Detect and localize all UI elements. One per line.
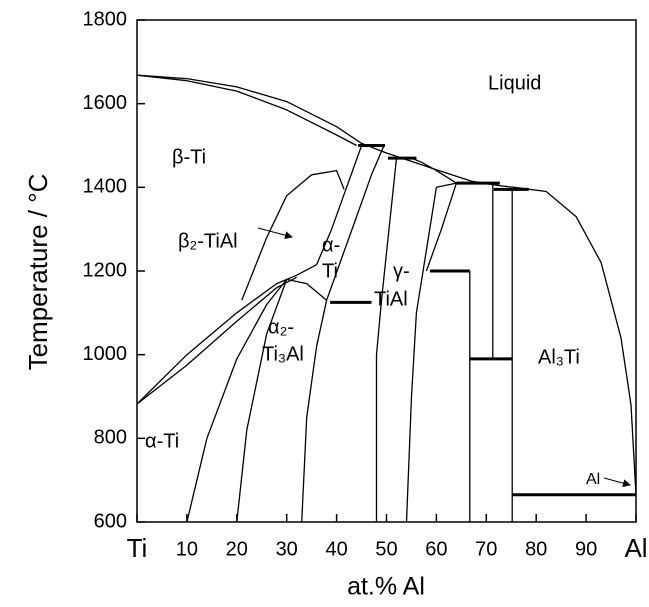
phase-boundary bbox=[412, 158, 457, 183]
phase-boundary bbox=[287, 279, 327, 300]
arrow bbox=[258, 228, 292, 237]
x-tick-label: 50 bbox=[375, 538, 397, 560]
x-tick-label: 10 bbox=[176, 538, 198, 560]
region-label: γ- bbox=[393, 260, 410, 282]
region-label: Ti bbox=[322, 260, 338, 282]
x-tick-label: 40 bbox=[325, 538, 347, 560]
region-label: α- bbox=[322, 234, 340, 256]
phase-boundary bbox=[137, 75, 357, 145]
y-tick-label: 1200 bbox=[83, 259, 128, 281]
x-tick-label: 70 bbox=[475, 538, 497, 560]
arrow bbox=[604, 478, 630, 485]
x-tick-label: Al bbox=[624, 533, 647, 563]
y-tick-label: 1600 bbox=[83, 92, 128, 114]
x-tick-label: Ti bbox=[127, 533, 148, 563]
page: at.% Al Temperature / °C 600 800 1000 1200 1… bbox=[0, 0, 649, 607]
y-axis-label: Temperature / °C bbox=[23, 174, 53, 371]
x-tick-label: 90 bbox=[575, 538, 597, 560]
y-tick-label: 600 bbox=[94, 510, 127, 532]
region-label: β-Ti bbox=[172, 146, 206, 168]
phase-boundary bbox=[377, 158, 397, 522]
region-label: α₂- bbox=[268, 316, 294, 338]
region-label: Ti₃Al bbox=[262, 343, 304, 365]
phase-boundary bbox=[426, 183, 456, 271]
region-label: TiAl bbox=[374, 288, 408, 310]
region-label: Liquid bbox=[488, 72, 541, 94]
plot-frame bbox=[137, 20, 636, 522]
phase-boundary bbox=[302, 300, 327, 522]
chart: at.% Al Temperature / °C 600 800 1000 1200 1… bbox=[0, 0, 649, 607]
x-axis-label: at.% Al bbox=[347, 573, 425, 601]
y-tick-label: 1800 bbox=[83, 8, 128, 30]
y-tick-label: 800 bbox=[94, 427, 127, 449]
x-tick-label: 20 bbox=[226, 538, 248, 560]
phase-boundary bbox=[137, 75, 636, 495]
region-label: Al bbox=[586, 471, 600, 488]
x-tick-label: 80 bbox=[525, 538, 547, 560]
region-label: α-Ti bbox=[145, 430, 179, 452]
region-label: Al₃Ti bbox=[538, 346, 580, 368]
x-tick-label: 60 bbox=[425, 538, 447, 560]
y-tick-label: 1000 bbox=[83, 343, 128, 365]
x-tick-label: 30 bbox=[276, 538, 298, 560]
region-label: β₂-TiAl bbox=[178, 230, 238, 252]
phase-boundary bbox=[407, 183, 457, 522]
y-tick-label: 1400 bbox=[83, 176, 128, 198]
